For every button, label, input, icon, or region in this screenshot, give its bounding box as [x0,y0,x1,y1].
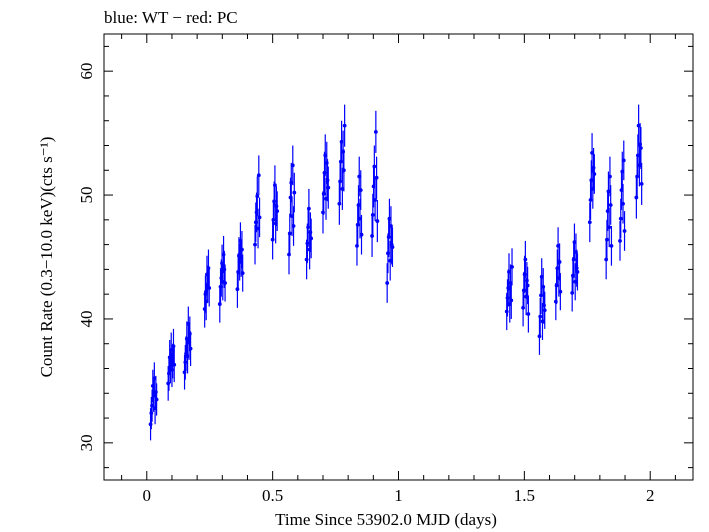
data-point [509,298,514,303]
data-point [207,286,212,290]
data-point [255,194,260,199]
data-point [557,260,562,264]
data-point [253,242,257,247]
x-tick-label: 1 [394,486,403,505]
data-point [639,182,644,186]
data-point [525,283,530,288]
data-point [309,236,314,241]
data-point [538,314,543,319]
data-point [537,334,542,339]
data-point [341,168,346,173]
data-point [306,206,311,211]
data-point [575,269,580,274]
y-tick-label: 40 [77,310,96,327]
data-point [275,209,280,214]
data-point [342,123,347,128]
data-point [337,201,342,206]
data-point [154,397,159,402]
data-point [609,243,614,248]
data-point [256,173,261,178]
x-tick-label: 0.5 [262,486,283,505]
data-point [587,220,592,225]
data-point [592,172,597,176]
data-point [355,243,359,248]
data-point [206,266,211,271]
data-layer [148,104,644,441]
data-point [171,344,176,349]
data-point [390,245,395,249]
data-point [287,231,292,236]
data-point [526,312,531,316]
data-point [292,190,297,195]
data-point [618,216,623,221]
chart-title: blue: WT − red: PC [104,8,238,27]
data-point [621,201,625,206]
data-point [523,257,528,262]
data-point [372,164,377,169]
data-point [373,198,377,202]
data-point [607,225,612,230]
x-axis-label: Time Since 53902.0 MJD (days) [275,510,497,529]
data-point [290,163,295,168]
data-point [618,238,622,243]
data-point [188,346,193,351]
y-tick-label: 50 [77,187,96,204]
data-point [223,281,227,285]
data-point [370,212,375,217]
data-point [608,203,613,207]
data-point [374,175,379,180]
x-tick-label: 1.5 [514,486,535,505]
data-point [240,271,245,276]
data-point [240,247,244,252]
plot-frame [103,33,694,481]
x-tick-label: 2 [646,486,655,505]
y-tick-label: 60 [77,63,96,80]
series-wt [148,104,644,441]
data-point [373,129,378,134]
x-tick-label: 0 [143,486,152,505]
data-point [542,308,547,313]
data-point [621,158,626,163]
data-point [291,224,296,228]
data-point [375,219,380,223]
data-point [558,289,563,294]
data-point [510,265,514,269]
y-tick-label: 30 [77,434,96,451]
tick-labels: 0 0.5 1 1.5 2 30 40 50 60 [77,63,654,505]
y-axis-label: Count Rate (0.3−10.0 keV)(cts s⁻¹) [37,137,56,378]
data-point [605,237,609,242]
data-point [638,146,643,150]
data-point [257,215,262,220]
data-point [385,281,390,285]
data-point [287,252,291,257]
data-point [326,185,331,190]
data-point [358,188,363,193]
data-point [273,183,277,188]
axis-ticks [104,34,693,480]
data-point [608,174,612,179]
data-point [172,362,177,367]
data-point [622,229,627,233]
data-point [359,232,364,237]
